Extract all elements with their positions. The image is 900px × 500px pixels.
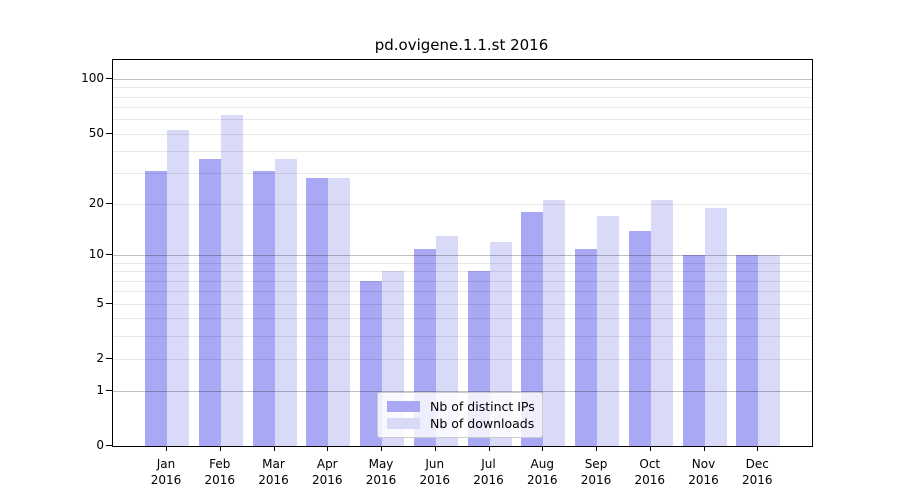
x-tick-mark-sep [596,446,597,451]
legend: Nb of distinct IPs Nb of downloads [377,392,543,438]
y-tick-label-5: 5 [96,295,104,310]
bar-nb-of-distinct-ips-apr [306,178,329,446]
x-tick-mark-feb [219,446,221,451]
x-tick-mark-jul [488,446,490,451]
bar-nb-of-downloads-nov [704,207,727,446]
x-tick-label-jun: Jun 2016 [419,457,451,487]
chart-title: pd.ovigene.1.1.st 2016 [374,36,549,54]
x-tick-mark-may [381,446,382,451]
x-tick-label-may: May 2016 [365,457,397,487]
bar-nb-of-distinct-ips-aug [521,212,544,446]
x-tick-label-oct: Oct 2016 [634,457,666,487]
bar-nb-of-downloads-apr [328,178,351,446]
legend-swatch-distinct-ips [387,401,420,412]
y-tick-label-0: 0 [96,438,104,452]
x-tick-label-nov: Nov 2016 [688,457,719,487]
x-tick-label-jul: Jul 2016 [473,457,504,487]
bar-nb-of-distinct-ips-nov [682,255,705,446]
plot-area [112,59,813,447]
x-tick-mark-oct [649,446,651,451]
legend-row-distinct-ips: Nb of distinct IPs [387,399,535,414]
bar-nb-of-downloads-sep [597,216,619,446]
bar-nb-of-downloads-dec [758,255,781,446]
y-tick-label-50: 50 [88,125,104,140]
y-tick-mark-2 [106,357,112,359]
bar-nb-of-distinct-ips-mar [252,170,275,446]
x-tick-mark-mar [273,446,275,451]
legend-label-downloads: Nb of downloads [430,416,535,431]
y-tick-label-1: 1 [96,382,104,397]
bar-nb-of-downloads-feb [220,115,243,446]
y-tick-mark-100 [106,78,112,80]
x-tick-label-jan: Jan 2016 [150,457,182,487]
x-tick-mark-dec [757,446,759,451]
bar-nb-of-distinct-ips-may [360,280,382,446]
bars-layer [113,60,812,446]
legend-label-distinct-ips: Nb of distinct IPs [430,399,535,414]
bar-nb-of-distinct-ips-feb [198,159,221,446]
y-tick-label-20: 20 [88,196,104,211]
legend-swatch-downloads [387,418,420,429]
y-tick-label-10: 10 [88,247,104,262]
y-tick-mark-1 [106,389,112,391]
y-tick-mark-50 [106,132,112,134]
bar-nb-of-distinct-ips-jan [145,170,167,446]
y-tick-label-100: 100 [81,71,104,86]
bar-nb-of-downloads-aug [543,200,566,446]
bar-nb-of-distinct-ips-dec [736,255,759,446]
x-tick-label-mar: Mar 2016 [258,457,289,487]
bar-nb-of-distinct-ips-oct [628,230,651,446]
y-tick-mark-10 [106,254,112,256]
x-tick-label-feb: Feb 2016 [204,457,236,487]
bar-nb-of-downloads-jan [167,130,189,446]
x-tick-mark-jan [166,446,167,451]
y-tick-mark-20 [106,203,112,205]
x-tick-label-apr: Apr 2016 [311,457,343,487]
bar-nb-of-downloads-mar [274,159,297,446]
x-tick-label-dec: Dec 2016 [741,457,773,487]
y-tick-mark-0 [106,445,112,446]
y-tick-mark-5 [106,302,112,304]
bar-nb-of-downloads-oct [650,200,673,446]
x-tick-mark-apr [327,446,329,451]
bar-nb-of-distinct-ips-sep [575,248,597,446]
y-tick-label-2: 2 [96,350,104,365]
x-tick-mark-nov [703,446,705,451]
legend-row-downloads: Nb of downloads [387,416,535,431]
x-tick-mark-aug [542,446,544,451]
x-tick-label-sep: Sep 2016 [580,457,612,487]
x-tick-label-aug: Aug 2016 [526,457,558,487]
x-tick-mark-jun [434,446,436,451]
